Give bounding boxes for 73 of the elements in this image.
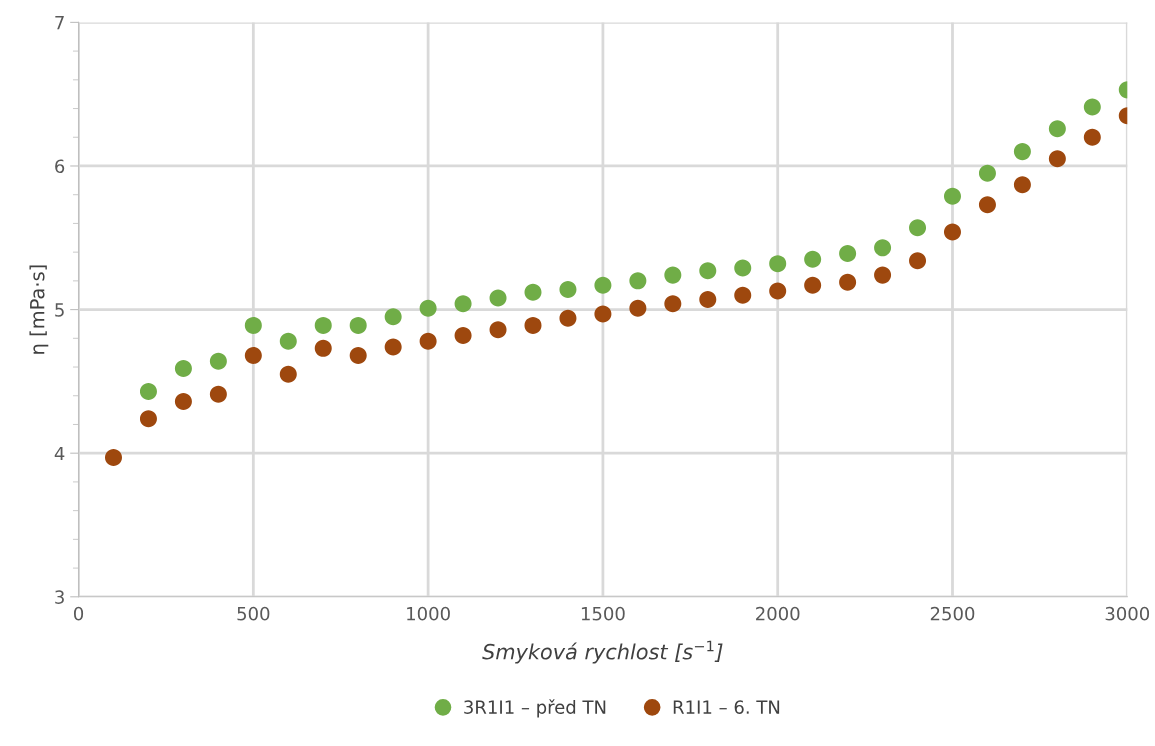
point	[1083, 128, 1101, 146]
x-tick-label: 1500	[581, 606, 625, 621]
point	[978, 196, 996, 214]
point	[1083, 98, 1101, 116]
x-tick-label: 2000	[756, 606, 800, 621]
point	[734, 259, 752, 277]
y-tick-label: 7	[55, 16, 64, 30]
x-axis-title: Smyková rychlost [s$^{−1}$]	[482, 640, 723, 664]
point	[629, 299, 647, 317]
point	[209, 352, 227, 370]
x-tick-label: 3000	[1105, 606, 1150, 621]
point	[1048, 150, 1066, 168]
y-tick-label: 5	[55, 303, 64, 317]
point	[489, 289, 507, 307]
point	[314, 316, 332, 334]
point	[559, 309, 577, 327]
point	[943, 187, 961, 205]
point	[489, 321, 507, 339]
legend-label: R1I1 – 6. TN	[673, 700, 780, 714]
y-tick-label: 6	[55, 159, 65, 174]
point	[664, 295, 682, 313]
y-axis-title: η [mPa·s]	[29, 265, 49, 354]
point	[699, 262, 717, 280]
point	[314, 339, 332, 357]
point	[629, 272, 647, 290]
point	[384, 308, 402, 326]
point	[1013, 176, 1031, 194]
point	[909, 252, 927, 270]
point	[384, 338, 402, 356]
point	[699, 291, 717, 309]
point	[349, 347, 367, 365]
point	[349, 316, 367, 334]
point	[769, 282, 787, 300]
x-tick-label: 1000	[407, 606, 450, 621]
point	[279, 332, 297, 350]
point	[174, 392, 192, 410]
point	[1013, 143, 1031, 161]
point	[804, 276, 822, 294]
point	[419, 332, 437, 350]
point	[594, 305, 612, 323]
point	[978, 164, 996, 182]
point	[839, 273, 857, 291]
point	[594, 276, 612, 294]
point	[1048, 120, 1066, 138]
point	[244, 316, 262, 334]
point	[559, 280, 577, 298]
point	[839, 245, 857, 263]
point	[769, 255, 787, 273]
point	[174, 359, 192, 377]
y-tick-label: 3	[55, 590, 64, 604]
point	[104, 449, 122, 467]
point	[139, 382, 157, 400]
point	[209, 385, 227, 403]
y-tick-label: 4	[54, 446, 65, 461]
point	[943, 223, 961, 241]
point	[874, 266, 892, 284]
x-tick-label: 500	[237, 606, 270, 621]
point	[454, 295, 472, 313]
point	[874, 239, 892, 257]
x-tick-label: 2500	[930, 606, 975, 621]
point	[804, 250, 822, 268]
point	[454, 326, 472, 344]
x-tick-label: 0	[73, 606, 84, 621]
point	[524, 283, 542, 301]
legend-label: 3R1I1 – před TN	[464, 699, 606, 718]
point	[279, 365, 297, 383]
point	[664, 266, 682, 284]
point	[524, 316, 542, 334]
point	[139, 410, 157, 428]
point	[419, 299, 437, 317]
point	[909, 219, 927, 237]
point	[244, 347, 262, 365]
point	[734, 286, 752, 304]
